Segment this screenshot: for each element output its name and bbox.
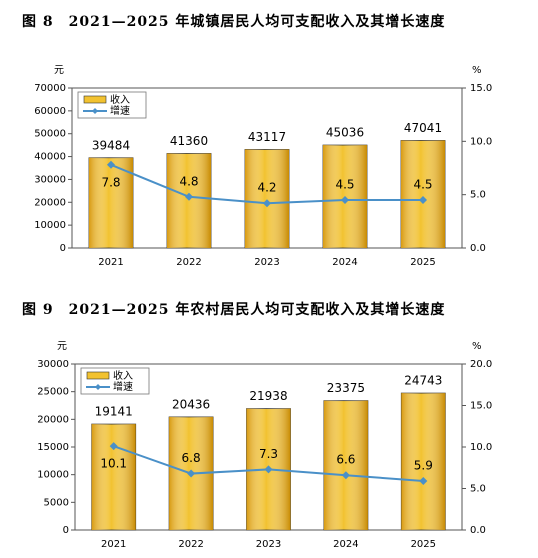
bar-value-label: 47041 xyxy=(404,121,442,135)
bar-value-label: 20436 xyxy=(172,397,210,411)
y-tick-label: 70000 xyxy=(34,83,66,94)
bar-shade xyxy=(401,140,445,248)
line-value-label: 4.2 xyxy=(257,181,276,195)
y-tick-label: 40000 xyxy=(34,152,66,163)
x-tick-label: 2025 xyxy=(410,257,435,268)
line-marker xyxy=(187,469,196,478)
x-tick-label: 2024 xyxy=(333,539,358,550)
y2-tick-label: 5.0 xyxy=(470,190,486,201)
line-value-label: 6.6 xyxy=(336,453,355,467)
x-tick-label: 2021 xyxy=(98,257,123,268)
y-axis-label: 元 xyxy=(54,65,64,76)
x-tick-label: 2023 xyxy=(256,539,281,550)
y2-tick-label: 10.0 xyxy=(470,136,492,147)
y-tick-label: 10000 xyxy=(37,470,69,481)
y2-tick-label: 0.0 xyxy=(470,525,486,536)
bar-value-label: 19141 xyxy=(95,405,133,419)
y2-tick-label: 10.0 xyxy=(470,442,492,453)
line-value-label: 10.1 xyxy=(100,457,127,471)
legend-marker xyxy=(95,384,101,390)
line-marker xyxy=(419,196,427,204)
line-marker xyxy=(341,196,349,204)
x-tick-label: 2021 xyxy=(101,539,126,550)
line-marker xyxy=(263,199,271,208)
y-tick-label: 30000 xyxy=(37,359,69,370)
legend-label: 收入 xyxy=(110,93,130,106)
y-tick-label: 30000 xyxy=(34,174,66,185)
y-tick-label: 20000 xyxy=(34,197,66,208)
y-tick-label: 5000 xyxy=(44,497,69,508)
y-tick-label: 25000 xyxy=(37,387,69,398)
y2-axis-label: % xyxy=(472,65,482,76)
y2-tick-label: 15.0 xyxy=(470,401,492,412)
bar-shade xyxy=(91,424,136,530)
y2-tick-label: 5.0 xyxy=(470,484,486,495)
chart-title: 图 8 2021—2025 年城镇居民人均可支配收入及其增长速度 xyxy=(22,13,445,30)
legend-label: 增速 xyxy=(113,380,133,393)
y-tick-label: 60000 xyxy=(34,106,66,117)
bar-value-label: 43117 xyxy=(248,130,286,144)
x-tick-label: 2023 xyxy=(254,257,279,268)
y-tick-label: 10000 xyxy=(34,220,66,231)
line-marker xyxy=(185,192,193,201)
line-value-label: 4.5 xyxy=(335,178,354,192)
bar-value-label: 24743 xyxy=(404,374,442,388)
legend-swatch xyxy=(83,95,107,104)
y-tick-label: 20000 xyxy=(37,414,69,425)
y-tick-label: 15000 xyxy=(37,442,69,453)
bar-shade xyxy=(245,149,289,248)
x-tick-label: 2024 xyxy=(332,257,357,268)
line-value-label: 4.5 xyxy=(413,178,432,192)
line-marker xyxy=(107,160,115,169)
x-tick-label: 2022 xyxy=(176,257,201,268)
bar-value-label: 21938 xyxy=(249,389,287,403)
legend-marker xyxy=(92,108,98,114)
line-value-label: 7.8 xyxy=(101,175,120,189)
bar-value-label: 23375 xyxy=(327,381,365,395)
bar-shade xyxy=(89,157,133,248)
bar-shade xyxy=(323,400,368,530)
line-marker xyxy=(109,442,118,451)
line-value-label: 4.8 xyxy=(179,174,198,188)
bar-value-label: 45036 xyxy=(326,126,364,140)
bar-shade xyxy=(401,393,446,530)
bar-value-label: 41360 xyxy=(170,134,208,148)
line-value-label: 6.8 xyxy=(182,451,201,465)
y-tick-label: 0 xyxy=(60,243,66,254)
y-tick-label: 0 xyxy=(63,525,69,536)
legend-label: 增速 xyxy=(110,104,130,117)
y2-axis-label: % xyxy=(472,341,482,352)
line-value-label: 7.3 xyxy=(259,447,278,461)
x-tick-label: 2022 xyxy=(178,539,203,550)
y2-tick-label: 15.0 xyxy=(470,83,492,94)
line-value-label: 5.9 xyxy=(414,459,433,473)
y2-tick-label: 20.0 xyxy=(470,359,492,370)
line-marker xyxy=(419,477,428,486)
y2-tick-label: 0.0 xyxy=(470,243,486,254)
bar-value-label: 39484 xyxy=(92,138,130,152)
x-tick-label: 2025 xyxy=(411,539,436,550)
chart-title: 图 9 2021—2025 年农村居民人均可支配收入及其增长速度 xyxy=(22,301,445,318)
line-marker xyxy=(341,471,350,480)
legend-swatch xyxy=(86,371,110,380)
y-axis-label: 元 xyxy=(57,341,67,352)
y-tick-label: 50000 xyxy=(34,129,66,140)
line-marker xyxy=(264,465,273,474)
legend-label: 收入 xyxy=(113,369,133,382)
